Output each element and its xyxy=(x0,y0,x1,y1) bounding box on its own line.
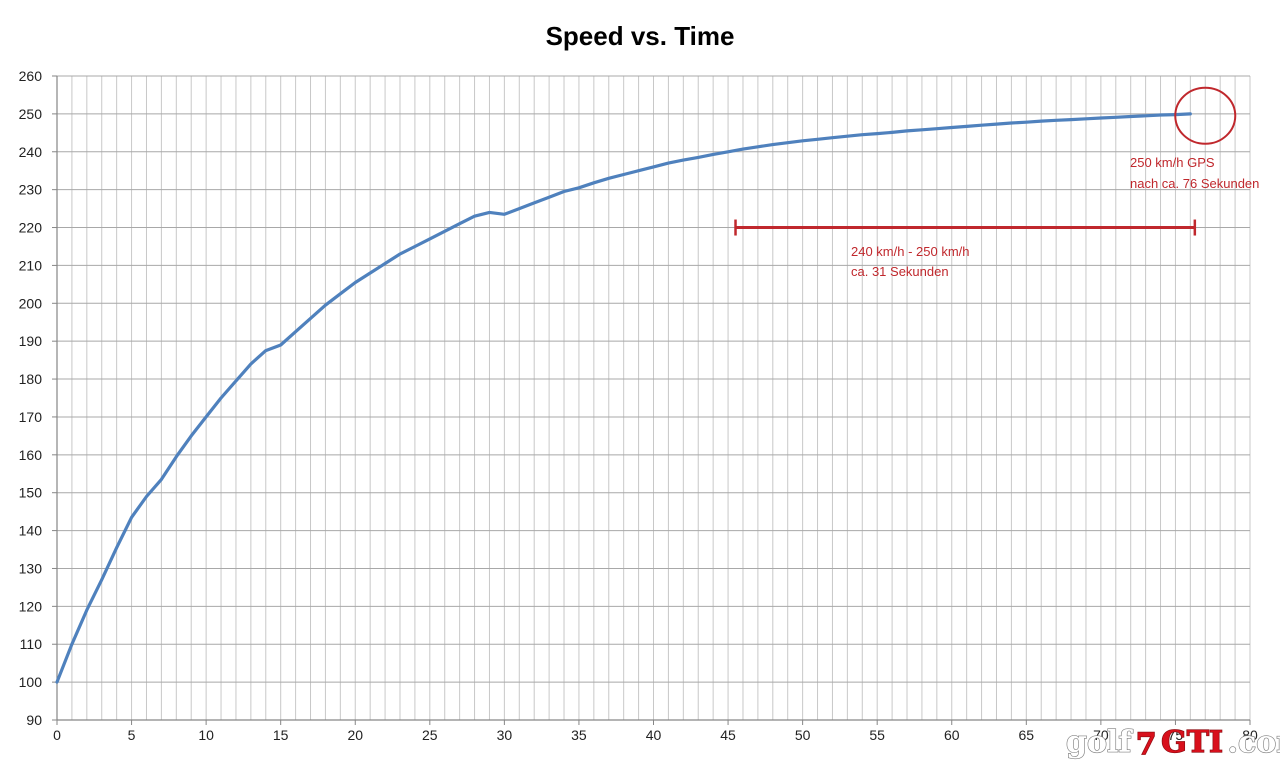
watermark-seven: 7 xyxy=(1136,727,1157,762)
y-tick-label: 200 xyxy=(19,295,43,311)
y-tick-label: 100 xyxy=(19,674,43,690)
chart-title: Speed vs. Time xyxy=(546,21,735,51)
x-tick-label: 5 xyxy=(128,727,136,743)
axes xyxy=(52,75,1251,725)
y-tick-label: 120 xyxy=(19,598,43,614)
x-tick-label: 45 xyxy=(720,727,736,743)
x-tick-label: 65 xyxy=(1019,727,1035,743)
y-tick-label: 170 xyxy=(19,409,43,425)
x-tick-label: 30 xyxy=(497,727,513,743)
x-tick-label: 70 xyxy=(1093,727,1109,743)
watermark-gti: GTI xyxy=(1161,725,1223,760)
watermark-dotcom: .com xyxy=(1228,725,1280,760)
y-tick-label: 110 xyxy=(20,636,43,652)
x-tick-label: 40 xyxy=(646,727,662,743)
y-tick-label: 260 xyxy=(19,68,43,84)
annotations: 240 km/h - 250 km/h ca. 31 Sekunden 250 … xyxy=(734,86,1259,279)
x-tick-label: 35 xyxy=(571,727,587,743)
y-tick-label: 220 xyxy=(19,220,43,236)
y-tick-label: 150 xyxy=(19,485,43,501)
minor-gridlines xyxy=(56,76,1251,720)
x-tick-label: 20 xyxy=(347,727,363,743)
x-tick-label: 50 xyxy=(795,727,811,743)
x-tick-labels: 0 5 10 15 20 25 30 35 40 45 50 55 60 65 70 75 80 xyxy=(53,727,1258,743)
y-tick-label: 180 xyxy=(19,371,43,387)
y-tick-label: 190 xyxy=(19,333,43,349)
endpoint-annotation-line-2: nach ca. 76 Sekunden xyxy=(1130,176,1259,191)
y-tick-labels: 90 100 110 120 130 140 150 160 170 180 190 200 210 22… xyxy=(19,68,43,728)
watermark-golf: golf xyxy=(1066,725,1133,760)
x-tick-label: 75 xyxy=(1168,727,1184,743)
y-tick-label: 160 xyxy=(19,447,43,463)
y-tick-label: 240 xyxy=(19,144,43,160)
endpoint-circle xyxy=(1174,86,1237,145)
x-tick-label: 10 xyxy=(198,727,214,743)
x-tick-label: 80 xyxy=(1242,727,1258,743)
x-tick-label: 15 xyxy=(273,727,289,743)
range-annotation-line-2: ca. 31 Sekunden xyxy=(851,264,949,279)
x-tick-label: 25 xyxy=(422,727,438,743)
series-group xyxy=(55,112,1192,684)
y-tick-label: 230 xyxy=(19,182,43,198)
range-annotation-line-1: 240 km/h - 250 km/h xyxy=(851,244,970,259)
endpoint-annotation-line-1: 250 km/h GPS xyxy=(1130,155,1215,170)
y-tick-label: 130 xyxy=(19,560,43,576)
watermark: golf 7 GTI .com xyxy=(1065,724,1280,762)
y-tick-label: 210 xyxy=(19,257,43,273)
y-tick-label: 140 xyxy=(19,523,43,539)
x-tick-label: 55 xyxy=(869,727,885,743)
x-tick-label: 60 xyxy=(944,727,960,743)
y-tick-label: 90 xyxy=(26,712,42,728)
y-tick-label: 250 xyxy=(19,106,43,122)
x-tick-label: 0 xyxy=(53,727,61,743)
svg-text:golf 7 GTI: golf 7 GTI .com xyxy=(1066,725,1280,762)
series-line xyxy=(55,112,1192,684)
